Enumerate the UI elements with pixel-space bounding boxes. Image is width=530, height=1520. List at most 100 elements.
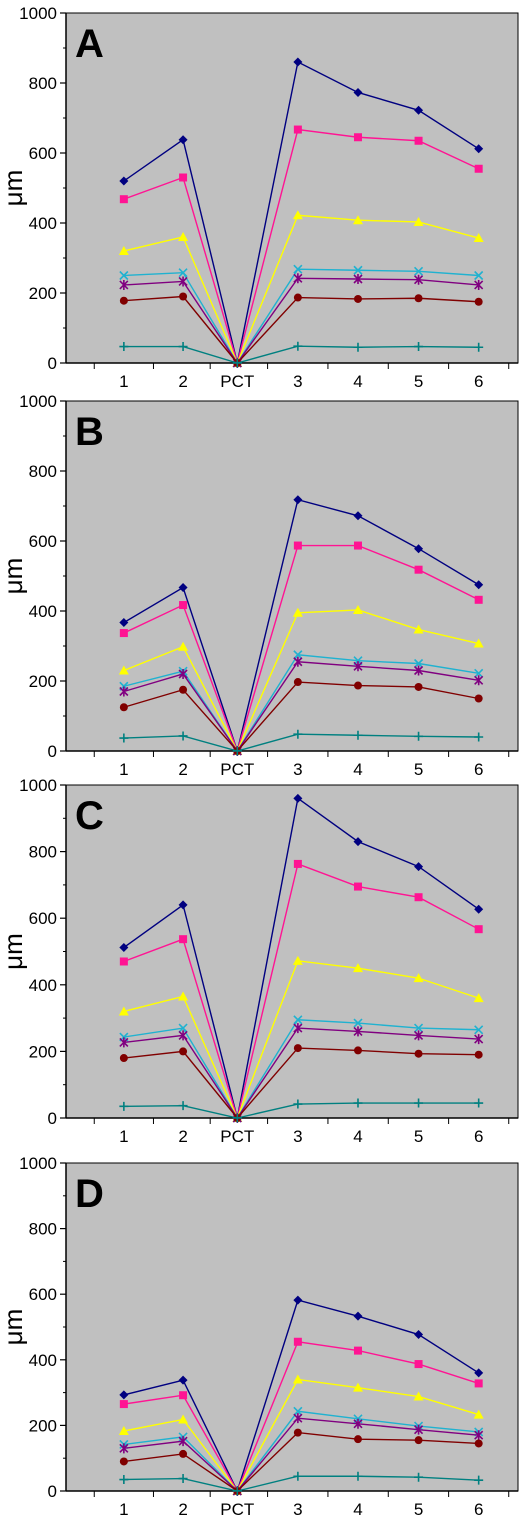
data-point — [292, 955, 303, 965]
y-axis-label: μm — [0, 170, 28, 207]
x-tick-label: 6 — [474, 372, 483, 391]
data-point — [178, 641, 189, 651]
y-tick-label: 1000 — [19, 4, 57, 23]
x-tick-label: PCT — [220, 1500, 254, 1519]
data-point — [353, 1471, 363, 1481]
y-tick-label: 600 — [29, 909, 57, 928]
data-point — [414, 136, 423, 145]
y-tick-label: 400 — [29, 1351, 57, 1370]
data-point — [119, 1101, 129, 1111]
data-point — [353, 511, 363, 521]
data-point — [178, 1414, 189, 1424]
chart-panel-a: 0 200 400 600 800 1000 1 2 PCT 3 4 5 6 μm A — [0, 4, 519, 391]
data-point — [353, 87, 363, 97]
data-point — [474, 1439, 483, 1448]
data-point — [119, 1443, 129, 1454]
data-point — [119, 195, 128, 204]
data-point — [119, 703, 128, 712]
data-point — [353, 342, 363, 352]
data-point — [118, 1006, 129, 1016]
data-point — [119, 629, 128, 638]
data-point — [473, 233, 484, 243]
series-line-2 — [119, 859, 483, 1122]
series-line-6 — [119, 678, 483, 755]
data-point — [414, 862, 424, 872]
data-point — [293, 1337, 302, 1346]
data-point — [413, 1391, 424, 1401]
data-point — [293, 1406, 303, 1416]
data-point — [293, 1428, 302, 1437]
data-point — [414, 544, 424, 554]
data-point — [353, 661, 363, 672]
data-point — [293, 541, 302, 550]
data-point — [474, 270, 484, 281]
x-tick-label: 1 — [119, 1500, 128, 1519]
data-point — [474, 1379, 483, 1388]
data-point — [474, 1475, 484, 1485]
data-point — [413, 1030, 424, 1041]
data-point — [232, 358, 242, 368]
y-tick-label: 1000 — [19, 776, 57, 795]
data-point — [119, 1475, 129, 1485]
data-point — [293, 57, 303, 67]
data-point — [474, 1368, 484, 1378]
data-point — [474, 904, 484, 914]
y-tick-label: 0 — [48, 1109, 57, 1128]
data-point — [178, 1436, 188, 1447]
data-point — [353, 1311, 363, 1321]
data-point — [353, 882, 362, 891]
data-point — [293, 729, 303, 739]
data-point — [413, 973, 424, 983]
data-point — [414, 105, 424, 115]
y-axis-label: μm — [0, 1309, 28, 1346]
x-tick-label: 2 — [178, 1127, 187, 1146]
x-tick-label: PCT — [220, 1127, 254, 1146]
data-point — [474, 164, 483, 173]
y-tick-label: 400 — [29, 214, 57, 233]
y-tick-label: 600 — [29, 1285, 57, 1304]
x-tick-label: PCT — [220, 760, 254, 779]
data-point — [178, 1101, 188, 1111]
plot-area — [65, 12, 519, 364]
plot-area — [65, 1162, 519, 1492]
y-tick-label: 1000 — [19, 1154, 57, 1173]
data-point — [414, 893, 423, 902]
data-point — [414, 565, 423, 574]
data-point — [292, 210, 303, 220]
y-tick-label: 600 — [29, 532, 57, 551]
data-point — [352, 1382, 363, 1392]
data-point — [118, 246, 129, 255]
x-tick-label: 1 — [119, 760, 128, 779]
data-point — [474, 580, 484, 590]
data-point — [119, 176, 129, 186]
data-point — [353, 1026, 363, 1037]
series-line-6 — [119, 1044, 483, 1122]
data-point — [179, 1391, 188, 1400]
data-point — [293, 1023, 303, 1034]
x-tick-label: 6 — [474, 1500, 483, 1519]
data-point — [353, 1046, 362, 1055]
x-tick-label: 3 — [293, 760, 302, 779]
chart-panel-c: 0 200 400 600 800 1000 1 2 PCT 3 4 5 6 μm C — [0, 776, 519, 1146]
data-point — [178, 342, 188, 352]
data-point — [179, 935, 188, 944]
data-point — [293, 656, 303, 667]
data-point — [353, 1346, 362, 1355]
data-point — [413, 658, 424, 669]
data-point — [413, 266, 424, 276]
data-point — [293, 1044, 302, 1053]
data-point — [178, 268, 188, 278]
data-point — [413, 1023, 424, 1033]
series-line-6 — [119, 292, 483, 367]
data-point — [293, 1015, 303, 1025]
x-tick-label: 1 — [119, 1127, 128, 1146]
data-point — [119, 686, 129, 697]
data-point — [178, 135, 188, 145]
data-point — [414, 342, 424, 352]
data-point — [293, 495, 303, 505]
y-axis-label: μm — [0, 933, 28, 970]
data-point — [353, 133, 362, 142]
data-point — [353, 837, 363, 847]
data-point — [414, 1360, 423, 1369]
y-tick-label: 600 — [29, 144, 57, 163]
